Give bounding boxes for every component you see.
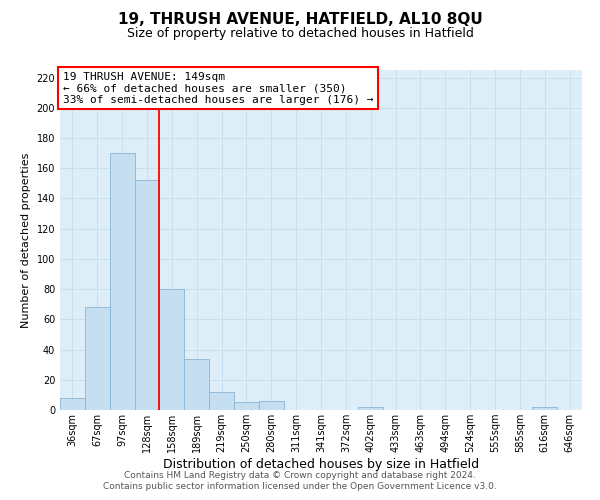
- Y-axis label: Number of detached properties: Number of detached properties: [21, 152, 31, 328]
- Bar: [60, 398, 85, 410]
- Bar: [85, 307, 110, 410]
- Bar: [184, 358, 209, 410]
- Bar: [160, 289, 184, 410]
- Text: 19, THRUSH AVENUE, HATFIELD, AL10 8QU: 19, THRUSH AVENUE, HATFIELD, AL10 8QU: [118, 12, 482, 28]
- Text: Contains HM Land Registry data © Crown copyright and database right 2024.: Contains HM Land Registry data © Crown c…: [124, 471, 476, 480]
- Bar: [110, 153, 134, 410]
- Bar: [532, 407, 557, 410]
- Bar: [259, 401, 284, 410]
- Bar: [234, 402, 259, 410]
- Bar: [134, 180, 160, 410]
- Text: Size of property relative to detached houses in Hatfield: Size of property relative to detached ho…: [127, 28, 473, 40]
- Text: 19 THRUSH AVENUE: 149sqm
← 66% of detached houses are smaller (350)
33% of semi-: 19 THRUSH AVENUE: 149sqm ← 66% of detach…: [62, 72, 373, 105]
- X-axis label: Distribution of detached houses by size in Hatfield: Distribution of detached houses by size …: [163, 458, 479, 471]
- Bar: [209, 392, 234, 410]
- Bar: [358, 407, 383, 410]
- Text: Contains public sector information licensed under the Open Government Licence v3: Contains public sector information licen…: [103, 482, 497, 491]
